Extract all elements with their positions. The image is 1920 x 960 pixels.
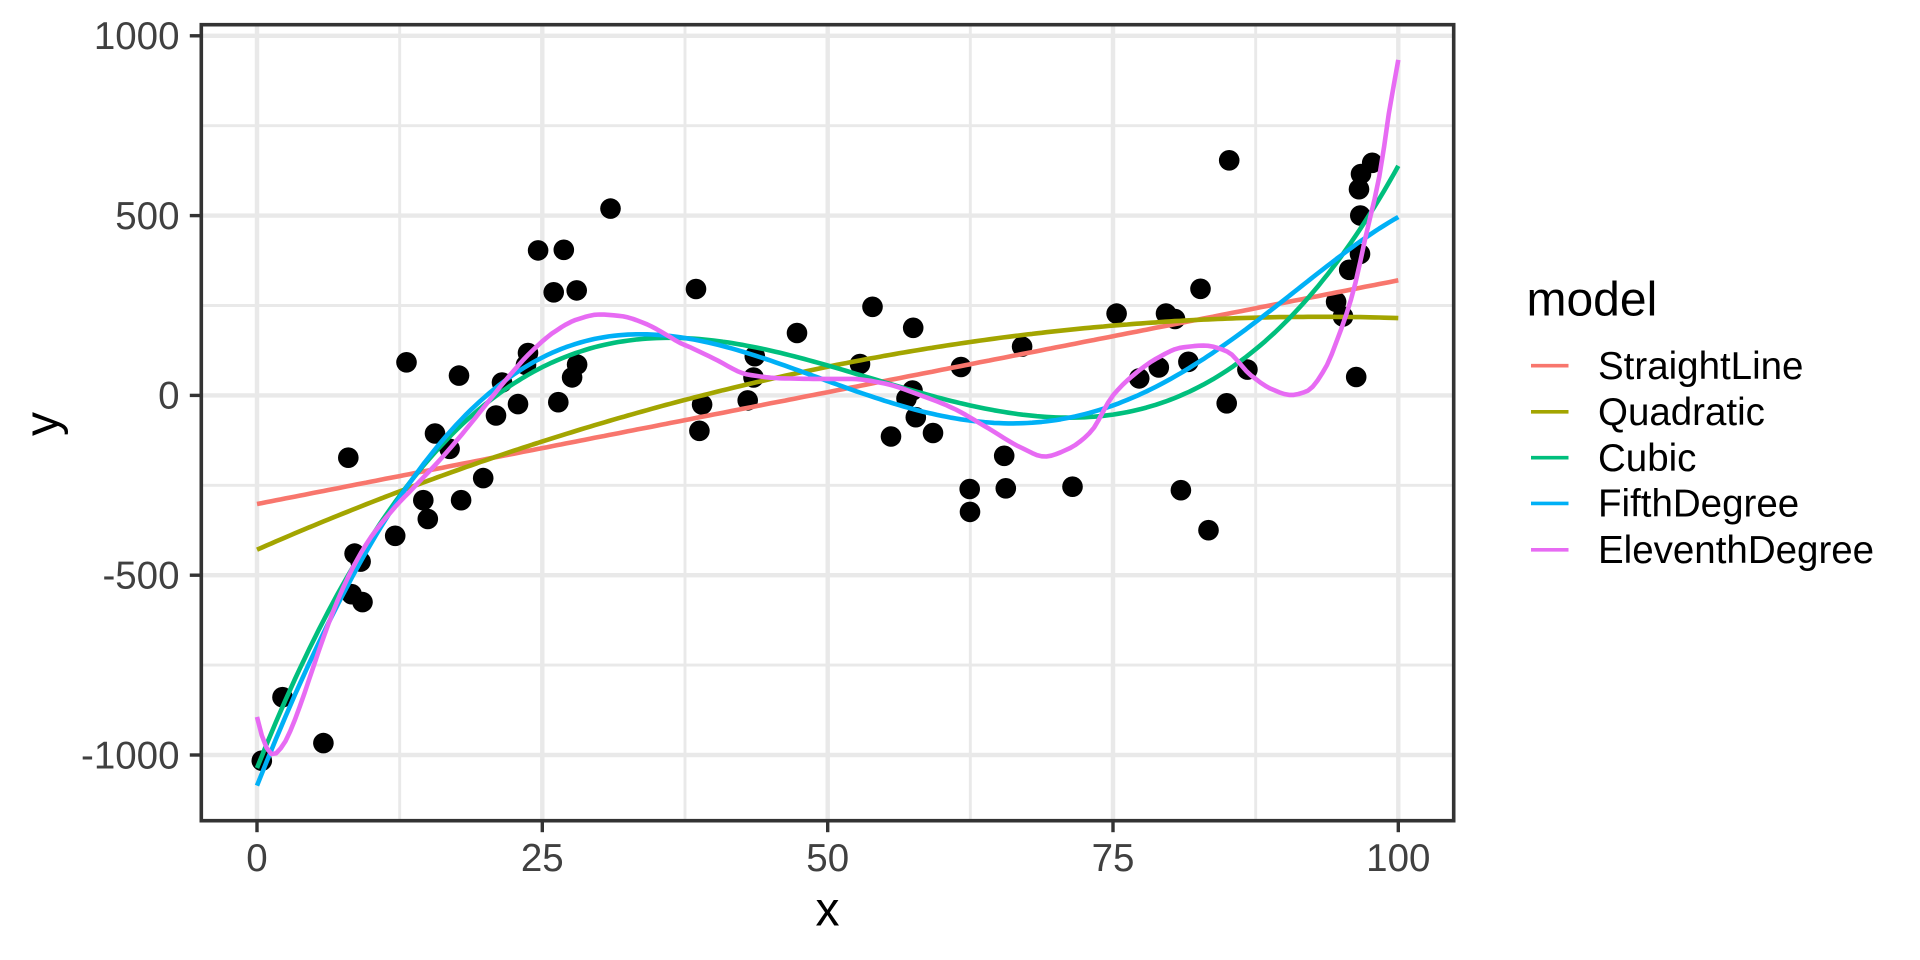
svg-text:-1000: -1000 [81, 734, 179, 777]
svg-text:100: 100 [1366, 837, 1430, 880]
svg-text:1000: 1000 [94, 15, 180, 58]
svg-text:25: 25 [521, 837, 564, 880]
svg-text:50: 50 [806, 837, 849, 880]
svg-text:x: x [816, 884, 840, 937]
svg-text:y: y [16, 412, 69, 436]
svg-text:Cubic: Cubic [1598, 437, 1696, 480]
svg-text:0: 0 [246, 837, 267, 880]
svg-text:FifthDegree: FifthDegree [1598, 483, 1799, 526]
svg-text:EleventhDegree: EleventhDegree [1598, 529, 1874, 572]
svg-text:75: 75 [1092, 837, 1135, 880]
svg-text:model: model [1527, 274, 1658, 327]
svg-text:Quadratic: Quadratic [1598, 391, 1765, 434]
svg-text:500: 500 [115, 195, 179, 238]
svg-text:StraightLine: StraightLine [1598, 345, 1803, 388]
svg-text:-500: -500 [102, 555, 179, 598]
svg-text:0: 0 [158, 375, 179, 418]
